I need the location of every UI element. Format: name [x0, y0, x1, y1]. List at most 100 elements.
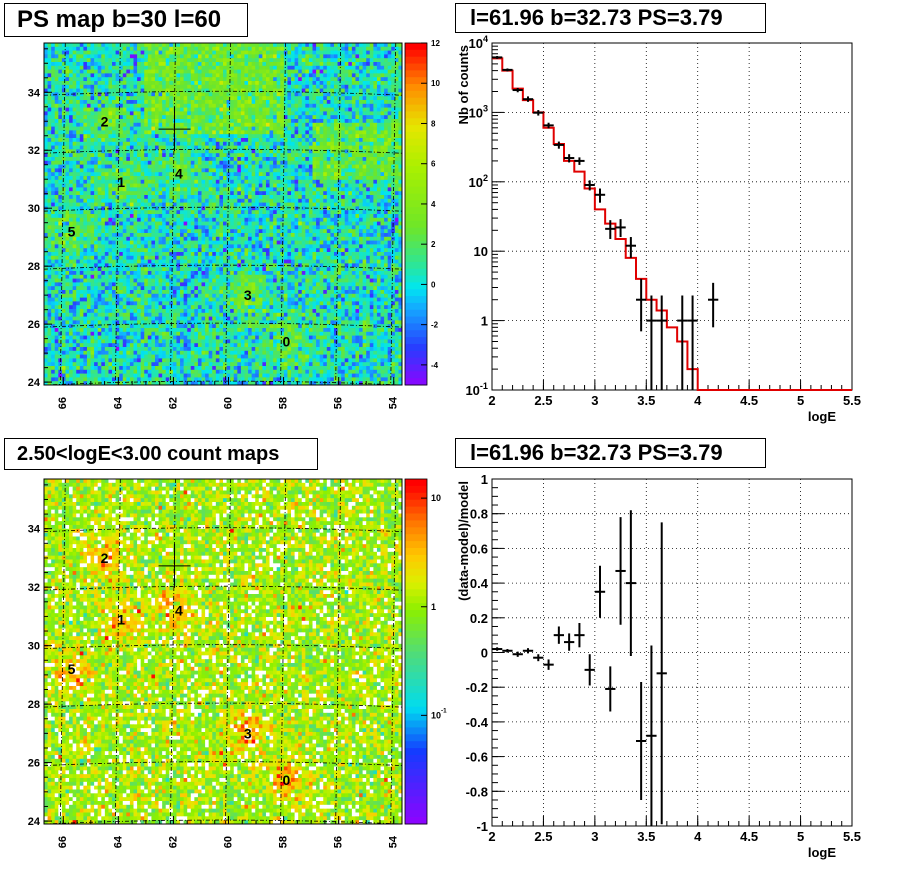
map-cell — [97, 62, 102, 67]
map-cell — [112, 65, 116, 70]
map-cell — [205, 115, 210, 120]
map-cell — [187, 179, 192, 184]
map-cell — [51, 214, 56, 219]
map-cell — [366, 183, 371, 188]
map-cell — [76, 115, 81, 120]
map-cell — [369, 119, 374, 124]
map-cell — [380, 103, 385, 108]
map-cell — [255, 69, 260, 74]
map-cell — [294, 176, 299, 181]
map-cell — [294, 179, 299, 184]
map-cell — [240, 84, 245, 89]
map-cell — [83, 179, 88, 184]
map-cell — [384, 81, 389, 86]
map-cell — [115, 107, 120, 112]
map-cell — [308, 122, 313, 127]
map-cell — [205, 179, 210, 184]
map-cell — [122, 149, 127, 154]
map-cell — [97, 46, 102, 51]
map-cell — [97, 58, 102, 63]
map-cell — [180, 54, 185, 59]
map-cell — [298, 176, 303, 181]
map-cell — [269, 187, 274, 192]
map-cell — [54, 111, 59, 116]
map-cell — [283, 46, 288, 51]
map-cell — [219, 122, 224, 127]
map-cell — [140, 183, 145, 188]
map-cell — [215, 191, 220, 196]
map-cell — [176, 210, 181, 215]
map-cell — [190, 81, 195, 86]
map-cell — [369, 50, 374, 55]
map-cell — [79, 176, 84, 181]
map-cell — [369, 138, 374, 143]
map-cell — [190, 149, 195, 154]
map-cell — [126, 50, 131, 55]
map-cell — [280, 122, 285, 127]
map-cell — [158, 130, 163, 135]
map-cell — [240, 191, 245, 196]
map-cell — [273, 160, 278, 165]
map-cell — [115, 65, 120, 70]
map-cell — [251, 111, 256, 116]
map-cell — [248, 225, 253, 230]
map-cell — [129, 191, 134, 196]
map-cell — [298, 183, 303, 188]
map-cell — [258, 187, 263, 192]
map-cell — [226, 198, 231, 203]
map-cell — [283, 145, 288, 150]
map-cell — [226, 43, 231, 48]
map-cell — [316, 126, 321, 131]
map-cell — [337, 198, 342, 203]
map-cell — [387, 62, 392, 67]
map-cell — [69, 191, 74, 196]
map-cell — [194, 88, 199, 93]
map-cell — [366, 103, 371, 108]
map-cell — [112, 58, 116, 63]
map-cell — [355, 130, 360, 135]
map-cell — [190, 214, 195, 219]
map-cell — [79, 126, 84, 131]
map-cell — [230, 187, 235, 192]
map-cell — [94, 122, 99, 127]
map-cell — [355, 141, 360, 146]
map-cell — [183, 157, 188, 162]
map-cell — [94, 111, 99, 116]
map-cell — [151, 145, 156, 150]
map-cell — [140, 198, 145, 203]
map-cell — [215, 119, 220, 124]
map-cell — [251, 77, 256, 82]
map-cell — [76, 119, 81, 124]
map-cell — [122, 65, 127, 70]
map-cell — [108, 176, 113, 181]
map-cell — [180, 88, 185, 93]
map-cell — [248, 145, 253, 150]
map-cell — [126, 176, 131, 181]
map-cell — [90, 229, 95, 234]
map-cell — [380, 138, 385, 143]
map-cell — [176, 164, 181, 169]
map-cell — [176, 202, 181, 207]
map-cell — [154, 77, 159, 82]
map-cell — [194, 164, 199, 169]
map-cell — [119, 122, 124, 127]
map-cell — [255, 164, 260, 169]
map-cell — [151, 157, 156, 162]
map-cell — [251, 122, 256, 127]
map-cell — [172, 160, 177, 165]
map-cell — [355, 183, 360, 188]
map-cell — [351, 130, 356, 135]
map-cell — [240, 168, 245, 173]
map-cell — [223, 119, 227, 124]
map-cell — [312, 183, 317, 188]
map-cell — [79, 164, 84, 169]
map-cell — [226, 217, 231, 222]
map-cell — [255, 206, 260, 211]
map-cell — [44, 168, 48, 173]
map-cell — [273, 221, 278, 226]
map-cell — [61, 145, 66, 150]
map-cell — [44, 179, 48, 184]
map-cell — [129, 92, 134, 97]
map-cell — [94, 221, 99, 226]
map-cell — [76, 96, 81, 101]
